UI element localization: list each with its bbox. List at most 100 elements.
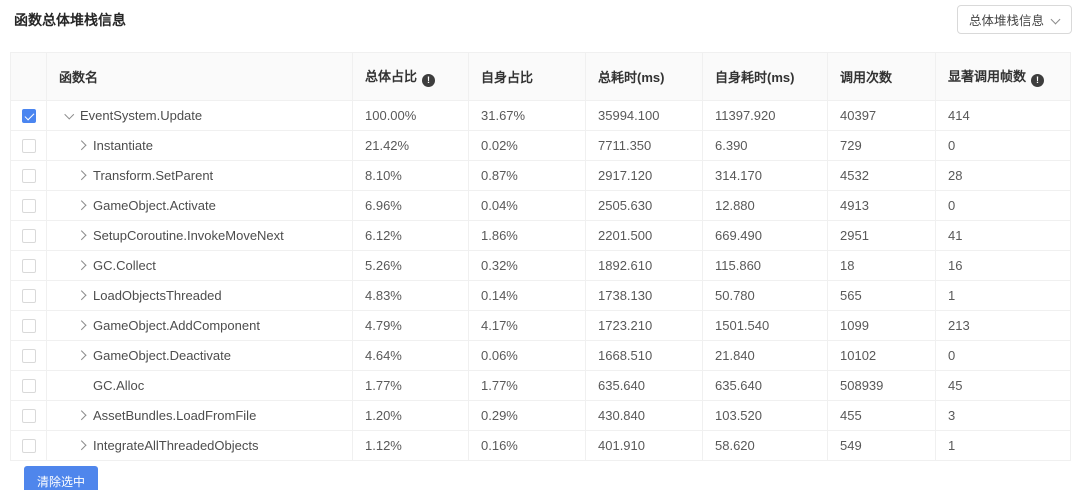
- table-row: Transform.SetParent 8.10% 0.87% 2917.120…: [10, 160, 1071, 191]
- frame-count-cell: 0: [935, 190, 1071, 221]
- expand-chevron-icon[interactable]: [76, 290, 88, 300]
- table-body: EventSystem.Update 100.00% 31.67% 35994.…: [10, 100, 1071, 461]
- call-count-cell: 4913: [827, 190, 936, 221]
- row-checkbox[interactable]: [21, 259, 36, 274]
- self-percent-cell: 0.06%: [468, 340, 586, 371]
- function-name: GameObject.AddComponent: [93, 317, 260, 333]
- total-time-cell: 2201.500: [585, 220, 703, 251]
- table-row: GameObject.Deactivate 4.64% 0.06% 1668.5…: [10, 340, 1071, 371]
- column-label: 总体占比: [365, 69, 418, 84]
- table-row: LoadObjectsThreaded 4.83% 0.14% 1738.130…: [10, 280, 1071, 311]
- function-name: AssetBundles.LoadFromFile: [93, 407, 257, 423]
- total-time-cell: 1668.510: [585, 340, 703, 371]
- call-count-cell: 508939: [827, 370, 936, 401]
- checkbox-cell: [10, 250, 47, 281]
- self-time-cell: 12.880: [702, 190, 828, 221]
- self-percent-cell: 1.86%: [468, 220, 586, 251]
- checkbox-cell: [10, 370, 47, 401]
- row-checkbox[interactable]: [21, 169, 36, 184]
- frame-count-cell: 16: [935, 250, 1071, 281]
- column-label: 函数名: [59, 70, 99, 85]
- self-time-cell: 635.640: [702, 370, 828, 401]
- table-row: GC.Collect 5.26% 0.32% 1892.610 115.860 …: [10, 250, 1071, 281]
- total-time-cell: 35994.100: [585, 100, 703, 131]
- expand-chevron-icon[interactable]: [76, 170, 88, 180]
- self-time-cell: 50.780: [702, 280, 828, 311]
- row-checkbox[interactable]: [21, 319, 36, 334]
- column-label: 自身耗时(ms): [715, 70, 795, 85]
- info-icon[interactable]: !: [1031, 74, 1045, 87]
- function-name-cell: EventSystem.Update: [46, 100, 353, 131]
- row-checkbox[interactable]: [21, 379, 36, 394]
- checkbox-cell: [10, 400, 47, 431]
- info-icon[interactable]: !: [422, 74, 436, 87]
- row-checkbox[interactable]: [21, 349, 36, 364]
- function-name: EventSystem.Update: [80, 107, 203, 123]
- checkbox-cell: [10, 340, 47, 371]
- table-row: EventSystem.Update 100.00% 31.67% 35994.…: [10, 100, 1071, 131]
- row-checkbox[interactable]: [21, 199, 36, 214]
- self-percent-cell: 0.04%: [468, 190, 586, 221]
- column-header-call-count: 调用次数: [827, 52, 936, 101]
- row-checkbox[interactable]: [21, 139, 36, 154]
- expand-chevron-icon[interactable]: [76, 260, 88, 270]
- expand-chevron-icon[interactable]: [76, 350, 88, 360]
- expand-chevron-icon[interactable]: [76, 410, 88, 420]
- total-percent-cell: 4.83%: [352, 280, 469, 311]
- function-name-cell: GameObject.Deactivate: [46, 340, 353, 371]
- total-percent-cell: 1.20%: [352, 400, 469, 431]
- total-time-cell: 430.840: [585, 400, 703, 431]
- frame-count-cell: 213: [935, 310, 1071, 341]
- stack-type-select[interactable]: 总体堆栈信息: [956, 5, 1072, 34]
- function-name-cell: GC.Collect: [46, 250, 353, 281]
- row-checkbox[interactable]: [21, 229, 36, 244]
- expand-chevron-icon[interactable]: [76, 200, 88, 210]
- row-checkbox[interactable]: [21, 109, 36, 124]
- total-percent-cell: 6.12%: [352, 220, 469, 251]
- function-name-cell: LoadObjectsThreaded: [46, 280, 353, 311]
- expand-chevron-icon[interactable]: [76, 380, 88, 390]
- column-label: 总耗时(ms): [598, 70, 665, 85]
- header-checkbox-cell: [10, 52, 47, 101]
- total-percent-cell: 5.26%: [352, 250, 469, 281]
- stack-type-select-value: 总体堆栈信息: [968, 14, 1044, 28]
- frame-count-cell: 28: [935, 160, 1071, 191]
- call-count-cell: 549: [827, 430, 936, 461]
- self-time-cell: 115.860: [702, 250, 828, 281]
- call-count-cell: 18: [827, 250, 936, 281]
- total-percent-cell: 6.96%: [352, 190, 469, 221]
- checkbox-cell: [10, 100, 47, 131]
- total-percent-cell: 21.42%: [352, 130, 469, 161]
- expand-chevron-icon[interactable]: [76, 140, 88, 150]
- total-time-cell: 2505.630: [585, 190, 703, 221]
- total-time-cell: 401.910: [585, 430, 703, 461]
- total-time-cell: 2917.120: [585, 160, 703, 191]
- call-count-cell: 565: [827, 280, 936, 311]
- frame-count-cell: 1: [935, 280, 1071, 311]
- expand-chevron-icon[interactable]: [76, 440, 88, 450]
- checkbox-cell: [10, 130, 47, 161]
- function-name: Instantiate: [93, 137, 153, 153]
- row-checkbox[interactable]: [21, 439, 36, 454]
- frame-count-cell: 414: [935, 100, 1071, 131]
- expand-chevron-icon[interactable]: [63, 110, 75, 120]
- function-name: GC.Alloc: [93, 377, 145, 393]
- total-percent-cell: 4.79%: [352, 310, 469, 341]
- row-checkbox[interactable]: [21, 289, 36, 304]
- function-name-cell: SetupCoroutine.InvokeMoveNext: [46, 220, 353, 251]
- call-count-cell: 729: [827, 130, 936, 161]
- expand-chevron-icon[interactable]: [76, 230, 88, 240]
- self-time-cell: 6.390: [702, 130, 828, 161]
- self-time-cell: 103.520: [702, 400, 828, 431]
- clear-selection-button[interactable]: 清除选中: [24, 466, 99, 490]
- table-row: AssetBundles.LoadFromFile 1.20% 0.29% 43…: [10, 400, 1071, 431]
- self-time-cell: 1501.540: [702, 310, 828, 341]
- call-count-cell: 1099: [827, 310, 936, 341]
- chevron-down-icon: [1052, 14, 1060, 22]
- row-checkbox[interactable]: [21, 409, 36, 424]
- checkbox-cell: [10, 430, 47, 461]
- expand-chevron-icon[interactable]: [76, 320, 88, 330]
- self-time-cell: 21.840: [702, 340, 828, 371]
- self-percent-cell: 0.87%: [468, 160, 586, 191]
- column-label: 调用次数: [840, 70, 893, 85]
